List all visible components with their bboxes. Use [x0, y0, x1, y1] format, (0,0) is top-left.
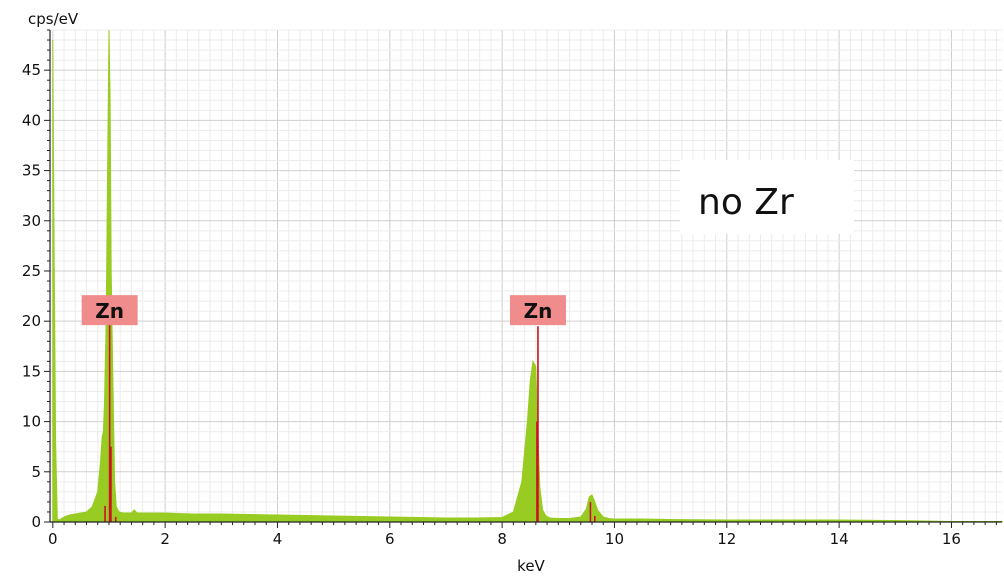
x-tick-label: 14 — [830, 530, 849, 548]
annotation-box — [680, 160, 854, 234]
y-tick-label: 40 — [22, 111, 41, 129]
y-tick-label: 0 — [31, 513, 41, 531]
y-axis-title: cps/eV — [28, 10, 79, 28]
x-tick-label: 16 — [942, 530, 961, 548]
y-tick-label: 20 — [22, 312, 41, 330]
element-label-box — [509, 295, 566, 326]
x-tick-label: 0 — [48, 530, 58, 548]
spectrum-area — [52, 29, 1003, 523]
y-tick-label: 25 — [22, 262, 41, 280]
spectrum-layer — [52, 29, 1003, 523]
element-label-layer: Zn Zn — [81, 295, 566, 326]
x-tick-label: 6 — [385, 530, 395, 548]
x-axis-title: keV — [517, 557, 545, 575]
y-tick-label: 15 — [22, 362, 41, 380]
y-tick-label: 30 — [22, 212, 41, 230]
y-tick-label: 5 — [31, 463, 41, 481]
x-tick-label: 8 — [497, 530, 507, 548]
element-label: Zn — [95, 299, 124, 323]
y-tick-label: 45 — [22, 61, 41, 79]
x-tick-label: 10 — [605, 530, 624, 548]
axes: 0 5 10 15 20 25 30 35 40 45 0 2 4 6 8 10 12 14 16 — [22, 29, 1002, 548]
y-tick-label: 35 — [22, 162, 41, 180]
element-label-box — [81, 295, 138, 326]
element-label: Zn — [524, 299, 553, 323]
x-tick-label: 4 — [273, 530, 283, 548]
x-tick-label: 2 — [160, 530, 170, 548]
y-tick-label: 10 — [22, 413, 41, 431]
x-tick-label: 12 — [717, 530, 736, 548]
marker-layer — [104, 311, 596, 522]
annotation-text: no Zr — [698, 182, 794, 223]
annotation-layer: no Zr — [680, 160, 854, 234]
